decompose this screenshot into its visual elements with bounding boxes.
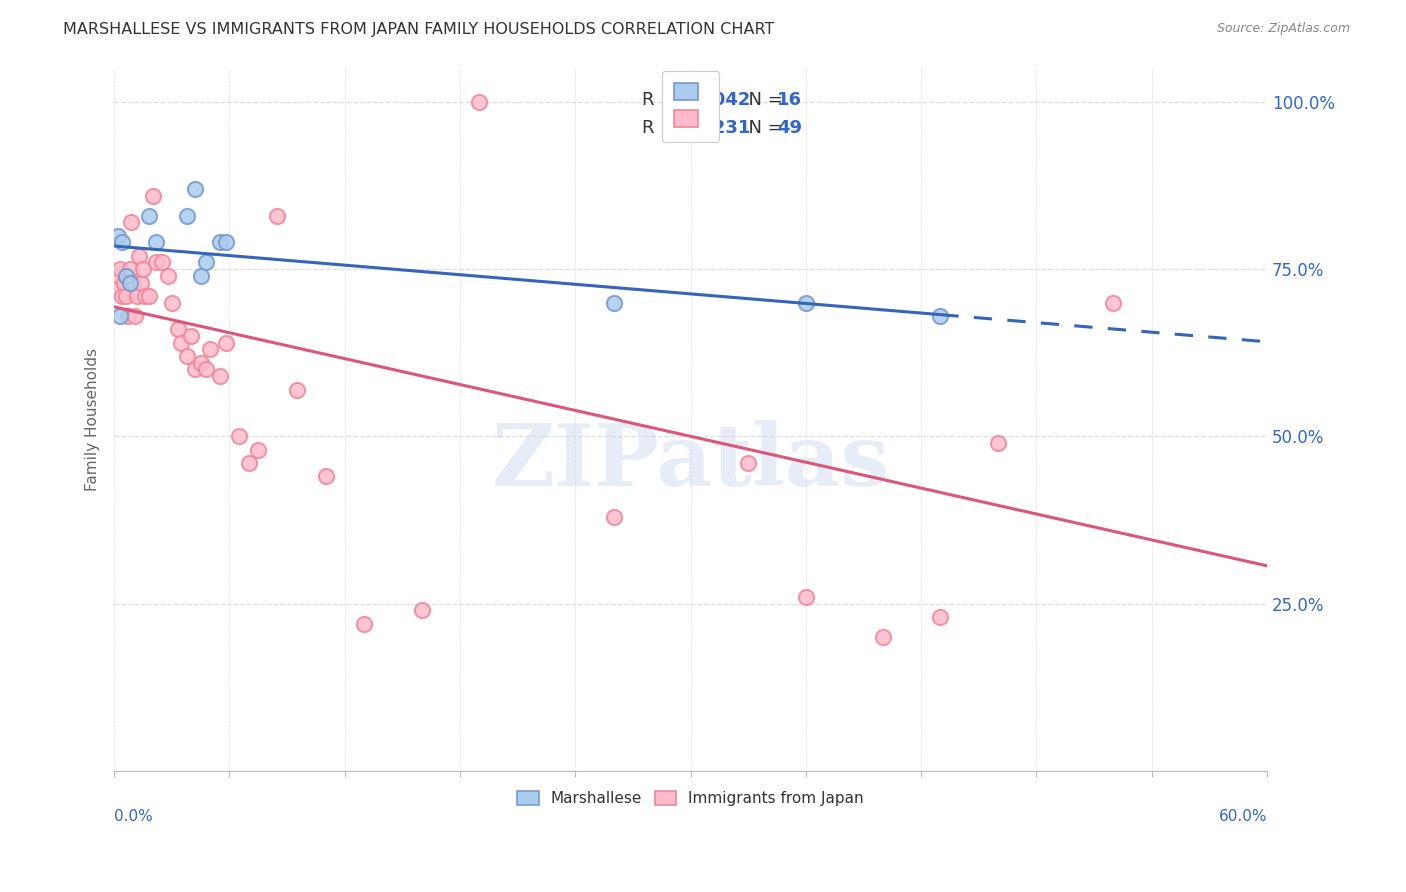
Point bbox=[118, 276, 141, 290]
Point bbox=[114, 268, 136, 283]
Point bbox=[176, 209, 198, 223]
Point bbox=[208, 235, 231, 250]
Point bbox=[138, 289, 160, 303]
Legend: Marshallese, Immigrants from Japan: Marshallese, Immigrants from Japan bbox=[512, 784, 870, 813]
Point bbox=[247, 442, 270, 457]
Point bbox=[195, 255, 218, 269]
Point bbox=[118, 262, 141, 277]
Point bbox=[134, 289, 156, 303]
Point bbox=[285, 383, 308, 397]
Point bbox=[737, 456, 759, 470]
Point bbox=[184, 362, 207, 376]
Point bbox=[411, 603, 433, 617]
Point bbox=[1102, 295, 1125, 310]
Text: R =: R = bbox=[643, 91, 681, 109]
Point bbox=[214, 235, 236, 250]
Point bbox=[111, 289, 134, 303]
Point bbox=[184, 182, 207, 196]
Point bbox=[602, 509, 624, 524]
Point bbox=[142, 188, 165, 202]
Point bbox=[132, 262, 155, 277]
Point bbox=[170, 335, 193, 350]
Point bbox=[129, 276, 152, 290]
Point bbox=[659, 95, 682, 109]
Point bbox=[108, 262, 131, 277]
Text: 49: 49 bbox=[778, 119, 801, 136]
Point bbox=[166, 322, 188, 336]
Point bbox=[156, 268, 179, 283]
Point bbox=[127, 289, 149, 303]
Text: ZIPatlas: ZIPatlas bbox=[492, 420, 890, 504]
Point bbox=[238, 456, 260, 470]
Point bbox=[108, 309, 131, 323]
Y-axis label: Family Households: Family Households bbox=[86, 348, 100, 491]
Point bbox=[929, 309, 952, 323]
Point bbox=[176, 349, 198, 363]
Point bbox=[107, 268, 129, 283]
Point bbox=[190, 356, 212, 370]
Point bbox=[114, 289, 136, 303]
Point bbox=[121, 215, 143, 229]
Text: -0.231: -0.231 bbox=[686, 119, 751, 136]
Point bbox=[872, 630, 894, 644]
Point bbox=[468, 95, 491, 109]
Point bbox=[794, 295, 817, 310]
Point bbox=[150, 255, 173, 269]
Text: 60.0%: 60.0% bbox=[1219, 809, 1267, 824]
Point bbox=[214, 335, 236, 350]
Point bbox=[160, 295, 183, 310]
Point bbox=[124, 309, 146, 323]
Point bbox=[987, 436, 1010, 450]
Point bbox=[180, 329, 202, 343]
Point bbox=[353, 616, 375, 631]
Point bbox=[602, 295, 624, 310]
Point bbox=[266, 209, 288, 223]
Text: R =: R = bbox=[643, 119, 681, 136]
Text: N =: N = bbox=[737, 119, 789, 136]
Text: N =: N = bbox=[737, 91, 789, 109]
Text: MARSHALLESE VS IMMIGRANTS FROM JAPAN FAMILY HOUSEHOLDS CORRELATION CHART: MARSHALLESE VS IMMIGRANTS FROM JAPAN FAM… bbox=[63, 22, 775, 37]
Point bbox=[190, 268, 212, 283]
Text: -0.042: -0.042 bbox=[686, 91, 751, 109]
Text: 0.0%: 0.0% bbox=[114, 809, 153, 824]
Point bbox=[128, 249, 150, 263]
Point bbox=[228, 429, 250, 443]
Point bbox=[208, 369, 231, 384]
Point bbox=[112, 276, 135, 290]
Point bbox=[794, 590, 817, 604]
Point bbox=[122, 276, 145, 290]
Point bbox=[145, 235, 167, 250]
Point bbox=[107, 228, 129, 243]
Text: 16: 16 bbox=[778, 91, 801, 109]
Point bbox=[117, 309, 139, 323]
Point bbox=[315, 469, 337, 483]
Point bbox=[200, 343, 222, 357]
Point bbox=[145, 255, 167, 269]
Point bbox=[929, 610, 952, 624]
Point bbox=[195, 362, 218, 376]
Point bbox=[105, 282, 128, 296]
Point bbox=[138, 209, 160, 223]
Point bbox=[111, 235, 134, 250]
Text: Source: ZipAtlas.com: Source: ZipAtlas.com bbox=[1216, 22, 1350, 36]
